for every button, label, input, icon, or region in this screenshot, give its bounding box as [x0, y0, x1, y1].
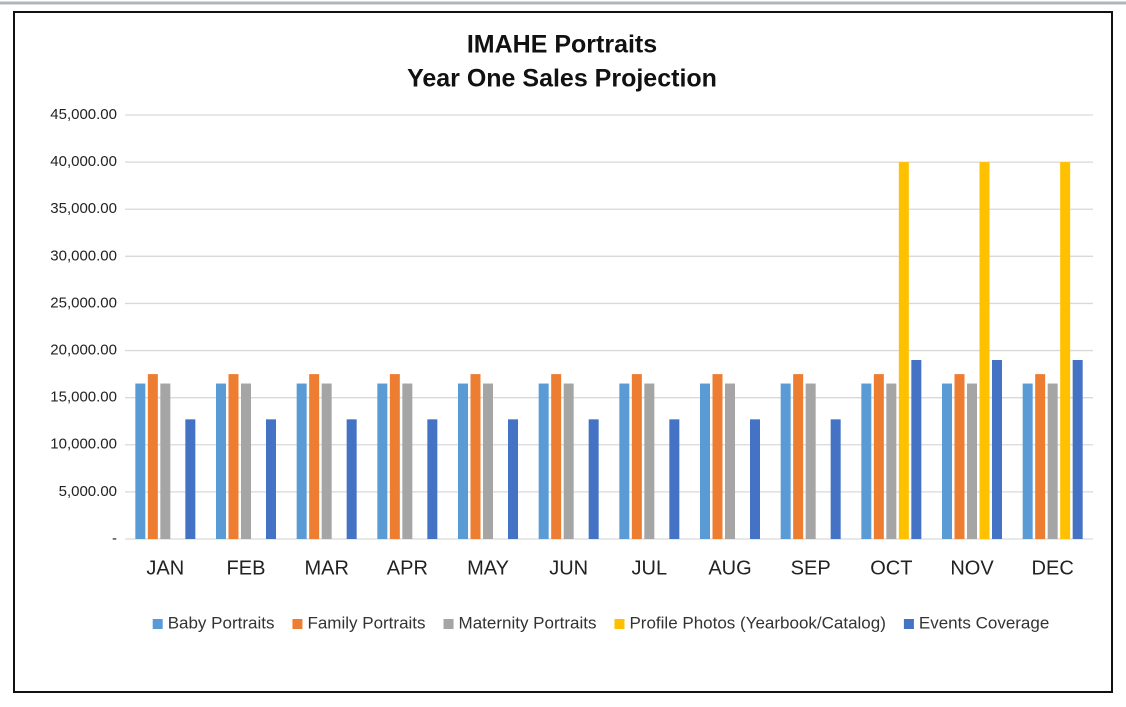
y-tick-label: 15,000.00 [50, 389, 117, 406]
x-tick-label: MAY [467, 557, 509, 579]
bar [402, 383, 413, 539]
bar [631, 374, 642, 539]
bar [873, 374, 884, 539]
bar [644, 383, 655, 539]
y-tick-label: 10,000.00 [50, 436, 117, 453]
x-tick-label: AUG [708, 557, 751, 579]
legend-swatch [292, 619, 303, 629]
legend-label: Maternity Portraits [459, 613, 597, 632]
bar [712, 374, 723, 539]
bar [241, 383, 251, 539]
bar [830, 419, 841, 539]
bar [750, 419, 760, 539]
bar [508, 419, 518, 539]
x-tick-label: APR [387, 557, 428, 579]
chart-title: IMAHE Portraits [467, 31, 657, 59]
x-tick-label: FEB [227, 557, 266, 579]
bar [1022, 383, 1033, 539]
bar [1035, 374, 1046, 539]
bar [538, 383, 549, 539]
x-tick-label: JAN [146, 557, 184, 579]
bar [588, 419, 599, 539]
legend-label: Profile Photos (Yearbook/Catalog) [629, 613, 885, 632]
legend-swatch [443, 619, 454, 629]
bar [346, 419, 357, 539]
legend-swatch [614, 619, 625, 629]
y-tick-label: 30,000.00 [50, 247, 117, 264]
y-tick-label: 45,000.00 [50, 106, 117, 123]
legend-swatch [152, 619, 163, 629]
bar [266, 419, 276, 539]
bar [321, 383, 332, 539]
x-tick-label: MAR [304, 557, 348, 579]
bar [135, 383, 146, 539]
bar [725, 383, 735, 539]
bar [780, 383, 791, 539]
y-tick-label: 35,000.00 [50, 200, 117, 217]
x-tick-label: JUN [549, 557, 588, 579]
bar [793, 374, 804, 539]
bar [992, 359, 1002, 539]
chart-frame [13, 11, 1113, 693]
bar [296, 383, 307, 539]
x-tick-label: SEP [791, 557, 831, 579]
legend-swatch [903, 619, 914, 629]
bar [470, 374, 481, 539]
bar [389, 374, 400, 539]
bar [377, 383, 388, 539]
bar [898, 162, 909, 539]
bar [805, 383, 816, 539]
x-tick-label: OCT [870, 557, 912, 579]
bar [861, 383, 872, 539]
bar [942, 383, 952, 539]
x-tick-label: JUL [632, 557, 668, 579]
bar [458, 383, 468, 539]
y-tick-label: 40,000.00 [50, 153, 117, 170]
bar [551, 374, 562, 539]
bar [967, 383, 977, 539]
x-tick-label: NOV [950, 557, 994, 579]
bar [911, 359, 922, 539]
bar [1047, 383, 1058, 539]
bar [147, 374, 158, 539]
bar [1072, 359, 1083, 539]
bar [886, 383, 897, 539]
y-tick-label: 5,000.00 [59, 483, 117, 500]
bar [619, 383, 630, 539]
bar [669, 419, 680, 539]
bar [563, 383, 574, 539]
bar [228, 374, 239, 539]
legend-label: Events Coverage [919, 613, 1049, 632]
bar [160, 383, 171, 539]
bar [1060, 162, 1071, 539]
legend-label: Family Portraits [307, 613, 425, 632]
bar [483, 383, 493, 539]
bar [309, 374, 320, 539]
y-tick-label: 20,000.00 [50, 342, 117, 359]
legend-label: Baby Portraits [168, 613, 275, 632]
y-tick-label: 25,000.00 [50, 294, 117, 311]
chart-subtitle: Year One Sales Projection [407, 65, 717, 93]
bar [185, 419, 196, 539]
y-tick-label: - [112, 530, 117, 547]
bar [700, 383, 710, 539]
bar [954, 374, 965, 539]
bar [979, 162, 990, 539]
bar [427, 419, 438, 539]
x-tick-label: DEC [1032, 557, 1074, 579]
bar [216, 383, 226, 539]
